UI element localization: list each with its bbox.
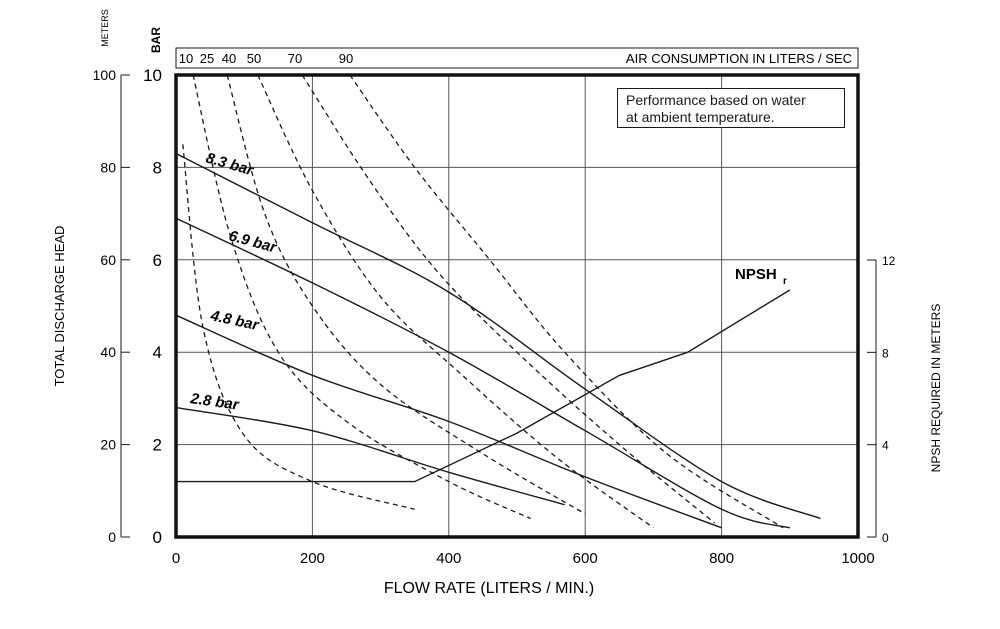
y-axis-title: TOTAL DISCHARGE HEAD: [52, 226, 67, 387]
npsh-subscript: r: [783, 276, 787, 287]
npsh-tick-label: 0: [882, 531, 889, 545]
meters-unit-label: METERS: [100, 9, 110, 47]
air-consumption-strip: [175, 47, 859, 69]
x-tick-label: 400: [436, 550, 461, 567]
note-line-1: Performance based on water: [626, 92, 806, 108]
air-curve-25: [192, 74, 531, 520]
x-tick-label: 0: [172, 550, 180, 567]
x-tick-label: 600: [573, 550, 598, 567]
pressure-curve-28: [175, 406, 565, 506]
npsh-tick-label: 12: [882, 254, 896, 268]
performance-note: Performance based on water at ambient te…: [617, 88, 845, 128]
bar-tick-label: 0: [153, 528, 162, 547]
pressure-curve-83: [175, 152, 821, 520]
meters-tick-label: 60: [100, 252, 116, 268]
axes: [120, 47, 877, 539]
meters-tick-label: 0: [108, 529, 116, 545]
pressure-label: 8.3 bar: [204, 150, 256, 180]
air-tick-label: 40: [222, 51, 236, 66]
bar-tick-label: 8: [153, 158, 162, 177]
air-curve-90: [349, 74, 784, 529]
pressure-curve-48: [175, 314, 722, 529]
x-axis-title: FLOW RATE (LITERS / MIN.): [384, 580, 594, 597]
grid: [176, 75, 858, 537]
air-tick-label: 70: [288, 51, 302, 66]
meters-tick-label: 80: [100, 159, 116, 175]
bar-tick-label: 10: [143, 66, 162, 85]
note-line-2: at ambient temperature.: [626, 109, 775, 125]
air-tick-label: 50: [247, 51, 261, 66]
x-tick-label: 1000: [841, 550, 874, 567]
pressure-label: 4.8 bar: [208, 307, 261, 334]
meters-tick-label: 20: [100, 437, 116, 453]
air-curve-50: [257, 74, 654, 529]
meters-tick-label: 40: [100, 344, 116, 360]
bar-tick-label: 6: [153, 251, 162, 270]
air-curve-40: [226, 74, 586, 515]
air-tick-label: 10: [179, 51, 193, 66]
air-curve-70: [301, 74, 716, 524]
npsh-label: NPSH: [735, 266, 777, 283]
bar-tick-label: 4: [153, 343, 162, 362]
right-axis-title: NPSH REQUIRED IN METERS: [929, 304, 943, 473]
bar-tick-label: 2: [153, 436, 162, 455]
x-tick-label: 200: [300, 550, 325, 567]
plot-frame: [174, 73, 860, 539]
meters-tick-label: 100: [93, 67, 117, 83]
npsh-tick-label: 4: [882, 439, 889, 453]
air-axis-title: AIR CONSUMPTION IN LITERS / SEC: [626, 51, 852, 66]
air-curve-10: [182, 144, 415, 510]
pressure-curve-69: [175, 217, 790, 529]
bar-unit-label: BAR: [149, 27, 163, 53]
npsh-tick-label: 8: [882, 346, 889, 360]
pressure-label: 2.8 bar: [188, 390, 240, 414]
air-tick-label: 25: [200, 51, 214, 66]
npsh-curve: [176, 289, 791, 483]
curves: [175, 74, 821, 529]
air-tick-label: 90: [339, 51, 353, 66]
x-tick-label: 800: [709, 550, 734, 567]
